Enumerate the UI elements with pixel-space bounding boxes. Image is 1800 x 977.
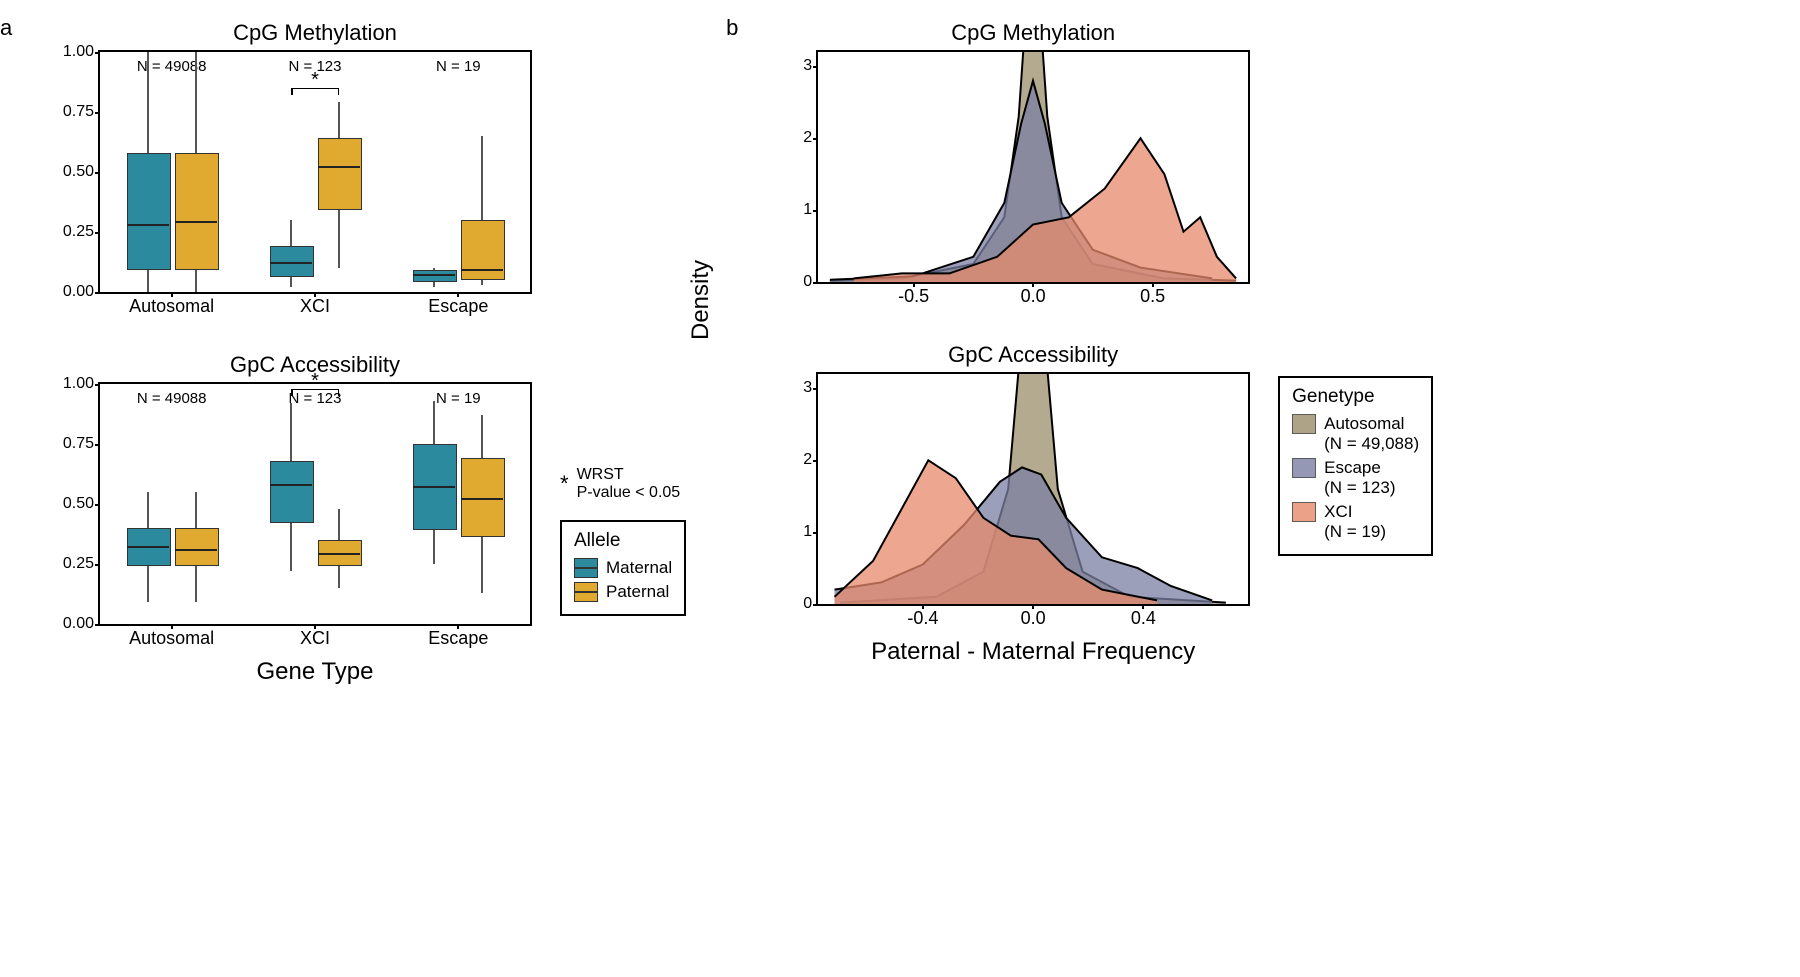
sig-star: *: [311, 69, 319, 92]
legend-item: Escape(N = 123): [1292, 458, 1419, 498]
legend-item: Paternal: [574, 582, 672, 602]
boxplot: CpG Methylation 0.000.250.500.751.00Autos…: [98, 20, 532, 322]
n-label: N = 19: [436, 390, 481, 407]
plot-title: CpG Methylation: [816, 20, 1250, 46]
sig-star: *: [311, 370, 319, 393]
density-svg: [818, 52, 1248, 282]
n-label: N = 19: [436, 58, 481, 75]
density-svg: [818, 374, 1248, 604]
box: [175, 528, 219, 566]
legend-swatch: [574, 558, 598, 578]
legend-label: Escape(N = 123): [1324, 458, 1395, 498]
plot-frame: 0.000.250.500.751.00AutosomalXCIEscapeN …: [98, 50, 532, 294]
box: [175, 153, 219, 270]
legend-swatch: [1292, 458, 1316, 478]
plot-frame: 0123-0.40.00.4: [816, 372, 1250, 606]
sig-star-icon: *: [560, 471, 569, 497]
box: [413, 270, 457, 282]
legend-item: Maternal: [574, 558, 672, 578]
legend-swatch: [1292, 414, 1316, 434]
panel-a: a Methylation Frequency CpG Methylation0…: [20, 20, 686, 686]
legend-label: Paternal: [606, 582, 669, 602]
panel-b-label: b: [726, 15, 738, 41]
box: [270, 461, 314, 523]
panel-b-xlab: Paternal - Maternal Frequency: [816, 638, 1250, 666]
plot-title: CpG Methylation: [98, 20, 532, 46]
boxplot: GpC Accessibility0.000.250.500.751.00Aut…: [98, 352, 532, 654]
allele-legend-title: Allele: [574, 530, 672, 552]
genotype-legend: Genetype Autosomal(N = 49,088)Escape(N =…: [1278, 376, 1433, 556]
wrst-text: WRST P-value < 0.05: [577, 466, 681, 502]
figure-root: a Methylation Frequency CpG Methylation0…: [20, 20, 1780, 686]
legend-label: XCI(N = 19): [1324, 502, 1386, 542]
panel-b: b Density CpG Methylation0123-0.50.00.5G…: [746, 20, 1433, 666]
density-plot: CpG Methylation 0123-0.50.00.5: [816, 20, 1250, 312]
panel-a-side: * WRST P-value < 0.05 Allele Maternal Pat…: [560, 466, 686, 616]
panel-a-xlab: Gene Type: [98, 658, 532, 686]
legend-item: Autosomal(N = 49,088): [1292, 414, 1419, 454]
legend-label: Maternal: [606, 558, 672, 578]
n-label: N = 49088: [137, 390, 207, 407]
panel-b-plots: CpG Methylation 0123-0.50.00.5 GpC Accessi…: [816, 20, 1250, 634]
legend-swatch: [574, 582, 598, 602]
legend-item: XCI(N = 19): [1292, 502, 1419, 542]
panel-b-side: Genetype Autosomal(N = 49,088)Escape(N =…: [1278, 376, 1433, 556]
plot-frame: 0123-0.50.00.5: [816, 50, 1250, 284]
legend-swatch: [1292, 502, 1316, 522]
allele-legend: Allele Maternal Paternal: [560, 520, 686, 616]
panel-a-plots: CpG Methylation 0.000.250.500.751.00Autos…: [98, 20, 532, 654]
panel-b-ylab: Density: [687, 260, 715, 340]
box: [318, 138, 362, 210]
wrst-note: * WRST P-value < 0.05: [560, 466, 686, 502]
plot-title: GpC Accessibility: [816, 342, 1250, 368]
density-plot: GpC Accessibility 0123-0.40.00.4: [816, 342, 1250, 634]
panel-a-label: a: [0, 15, 12, 41]
genotype-legend-title: Genetype: [1292, 386, 1419, 408]
legend-label: Autosomal(N = 49,088): [1324, 414, 1419, 454]
box: [127, 153, 171, 270]
plot-frame: 0.000.250.500.751.00AutosomalXCIEscapeN …: [98, 382, 532, 626]
